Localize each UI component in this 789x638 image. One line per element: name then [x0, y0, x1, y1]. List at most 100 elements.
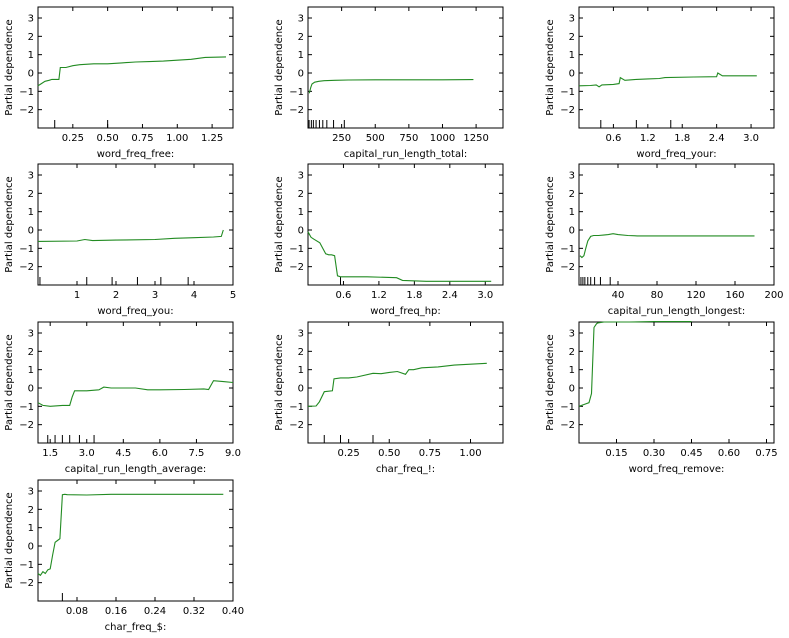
y-tick-label: 0 [28, 69, 34, 80]
plot-frame [578, 163, 775, 286]
x-tick-label: 2.4 [442, 290, 458, 301]
y-tick-label: 0 [298, 69, 304, 80]
x-tick-label: 250 [332, 133, 351, 144]
y-tick-label: 0 [569, 226, 575, 237]
x-tick-label: 4 [191, 290, 197, 301]
x-tick-label: 1.25 [201, 133, 223, 144]
y-tick-label: −2 [560, 262, 575, 273]
x-tick-label: 1.00 [166, 133, 188, 144]
x-tick-label: 0.6 [336, 290, 352, 301]
x-tick-label: 0.08 [66, 606, 88, 617]
x-tick-label: 1.00 [459, 448, 481, 459]
x-tick-label: 2 [113, 290, 119, 301]
y-tick-label: 2 [298, 32, 304, 43]
y-tick-label: 3 [28, 329, 34, 340]
x-tick-label: 4.5 [115, 448, 131, 459]
x-axis-label: capital_run_length_longest: [608, 306, 745, 317]
y-tick-label: 1 [28, 523, 34, 534]
x-tick-label: 0.50 [97, 133, 119, 144]
y-tick-label: 2 [28, 505, 34, 516]
plot-frame [37, 6, 234, 129]
y-tick-label: 1 [298, 207, 304, 218]
subplot-9: −2 −1 0 1 2 3 0.15 0.30 0.45 0.60 0.75 word_freq_re… [545, 321, 778, 475]
y-tick-label: −1 [19, 87, 34, 98]
y-tick-label: 0 [28, 542, 34, 553]
y-tick-label: 0 [28, 226, 34, 237]
y-tick-label: −1 [560, 87, 575, 98]
x-tick-label: 0.32 [183, 606, 205, 617]
plot-frame [37, 479, 234, 602]
y-axis-label: Partial dependence [4, 492, 15, 588]
y-tick-label: 1 [298, 365, 304, 376]
y-tick-label: 3 [569, 329, 575, 340]
subplot-7: −2 −1 0 1 2 3 1.5 3.0 4.5 6.0 7.5 9.0 capital_run_le… [4, 321, 241, 475]
x-axis-label: char_freq_!: [376, 464, 435, 475]
partial-dependence-line [579, 233, 755, 259]
partial-dependence-line [37, 380, 234, 407]
subplot-1: −2 −1 0 1 2 3 0.25 0.50 0.75 1.00 1.25 word_freq_fr… [4, 6, 234, 160]
y-tick-label: 3 [569, 14, 575, 25]
y-tick-label: 0 [28, 384, 34, 395]
subplot-4: −2 −1 0 1 2 3 1 2 3 4 5 word_freq_you: Partial depen… [4, 163, 236, 317]
y-tick-label: 2 [28, 347, 34, 358]
plot-frame [578, 6, 775, 129]
y-tick-label: 2 [28, 189, 34, 200]
y-tick-label: 3 [298, 171, 304, 182]
x-tick-label: 1250 [463, 133, 488, 144]
y-tick-label: −1 [560, 402, 575, 413]
y-tick-label: −1 [19, 402, 34, 413]
x-tick-label: 3.0 [743, 133, 759, 144]
partial-dependence-line [308, 79, 474, 94]
y-axis-label: Partial dependence [274, 176, 285, 272]
x-tick-label: 0.45 [680, 448, 702, 459]
partial-dependence-line [307, 362, 487, 407]
x-tick-label: 0.24 [144, 606, 166, 617]
x-tick-label: 3.0 [477, 290, 493, 301]
y-tick-label: −2 [289, 262, 304, 273]
plot-frame [307, 6, 504, 129]
plot-frame [307, 321, 504, 444]
plot-frame [307, 163, 504, 286]
subplot-8: −2 −1 0 1 2 3 0.25 0.50 0.75 1.00 char_freq_!: Part… [274, 321, 504, 475]
x-axis-label: capital_run_length_total: [344, 149, 467, 160]
y-tick-label: −2 [19, 105, 34, 116]
y-tick-label: 2 [298, 189, 304, 200]
x-tick-label: 0.16 [105, 606, 127, 617]
subplot-5: −2 −1 0 1 2 3 0.6 1.2 1.8 2.4 3.0 word_freq_hp: Part… [274, 163, 504, 317]
y-tick-label: −1 [289, 402, 304, 413]
y-axis-label: Partial dependence [4, 176, 15, 272]
subplot-2: −2 −1 0 1 2 3 250 500 750 1000 1250 capital_run_len… [274, 6, 504, 160]
x-tick-label: 160 [725, 290, 744, 301]
plot-frame [37, 163, 234, 286]
y-tick-label: −2 [19, 578, 34, 589]
y-tick-label: −1 [289, 244, 304, 255]
x-tick-label: 0.75 [755, 448, 777, 459]
y-tick-label: 3 [569, 171, 575, 182]
partial-dependence-line [578, 321, 692, 407]
y-tick-label: 0 [298, 226, 304, 237]
x-tick-label: 0.75 [419, 448, 441, 459]
y-tick-label: 3 [298, 14, 304, 25]
y-tick-label: 0 [569, 384, 575, 395]
y-tick-label: 3 [28, 487, 34, 498]
y-tick-label: −1 [19, 244, 34, 255]
y-tick-label: 2 [28, 32, 34, 43]
y-tick-label: 1 [569, 50, 575, 61]
y-tick-label: 2 [569, 32, 575, 43]
subplot-6: −2 −1 0 1 2 3 40 80 120 160 200 capital_run_length_… [545, 163, 784, 317]
partial-dependence-line [37, 229, 224, 242]
y-tick-label: 3 [298, 329, 304, 340]
y-axis-label: Partial dependence [545, 334, 556, 430]
y-axis-label: Partial dependence [274, 19, 285, 115]
y-axis-label: Partial dependence [4, 334, 15, 430]
x-tick-label: 0.50 [378, 448, 400, 459]
x-axis-label: word_freq_free: [97, 149, 175, 160]
y-tick-label: 1 [28, 50, 34, 61]
y-tick-label: 0 [569, 69, 575, 80]
x-tick-label: 1000 [430, 133, 455, 144]
x-tick-label: 9.0 [225, 448, 241, 459]
y-tick-label: 1 [569, 207, 575, 218]
x-axis-label: capital_run_length_average: [65, 464, 207, 475]
x-tick-label: 0.60 [718, 448, 740, 459]
